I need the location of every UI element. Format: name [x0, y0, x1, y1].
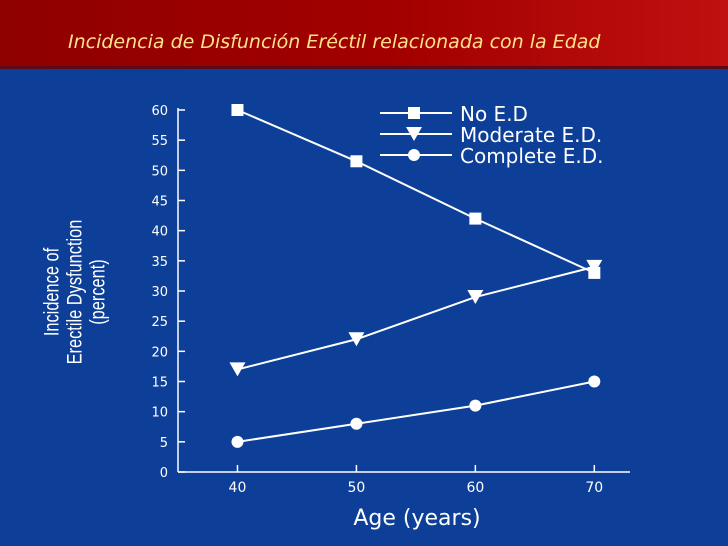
data-point [231, 104, 244, 116]
y-tick-label: 20 [151, 345, 168, 360]
y-tick-label: 15 [151, 376, 168, 391]
data-point [586, 259, 603, 274]
data-point [469, 212, 482, 225]
y-tick-label: 55 [151, 134, 168, 149]
legend-marker [408, 149, 420, 161]
data-point [469, 399, 482, 412]
y-axis-label-line: Erectile Dysfunction [63, 219, 87, 365]
legend-marker [408, 107, 420, 119]
y-tick-label: 60 [151, 104, 168, 119]
y-tick-label: 30 [151, 285, 168, 300]
legend-label: No E.D [460, 102, 528, 126]
y-tick-label: 0 [160, 466, 168, 481]
data-point [350, 155, 363, 168]
x-tick-label: 40 [229, 480, 247, 496]
x-axis-label: Age (years) [353, 506, 480, 531]
data-point [348, 332, 365, 347]
y-axis-label-line: Incidence of [40, 247, 64, 337]
legend-label: Moderate E.D. [460, 123, 602, 147]
data-point [229, 362, 246, 377]
y-tick-label: 25 [151, 315, 168, 330]
series-line [237, 109, 595, 274]
y-tick-label: 50 [151, 164, 168, 179]
legend-label: Complete E.D. [460, 144, 604, 168]
y-tick-label: 5 [160, 436, 168, 451]
data-point [588, 375, 601, 388]
y-tick-label: 35 [151, 255, 168, 270]
slide-header [0, 0, 728, 66]
x-tick-label: 60 [466, 480, 484, 496]
y-tick-label: 45 [151, 195, 168, 210]
x-tick-label: 50 [348, 480, 366, 496]
series-line [237, 265, 595, 371]
series-line [237, 380, 595, 443]
y-tick-label: 10 [151, 406, 168, 421]
y-axis-label-line: (percent) [86, 259, 110, 325]
x-tick-label: 70 [585, 480, 603, 496]
data-point [467, 290, 484, 305]
y-tick-label: 40 [151, 225, 168, 240]
header-divider [0, 66, 728, 69]
data-point [350, 417, 363, 430]
data-point [231, 435, 244, 448]
legend-marker [406, 127, 422, 141]
slide-title: Incidencia de Disfunción Eréctil relacio… [68, 31, 601, 53]
